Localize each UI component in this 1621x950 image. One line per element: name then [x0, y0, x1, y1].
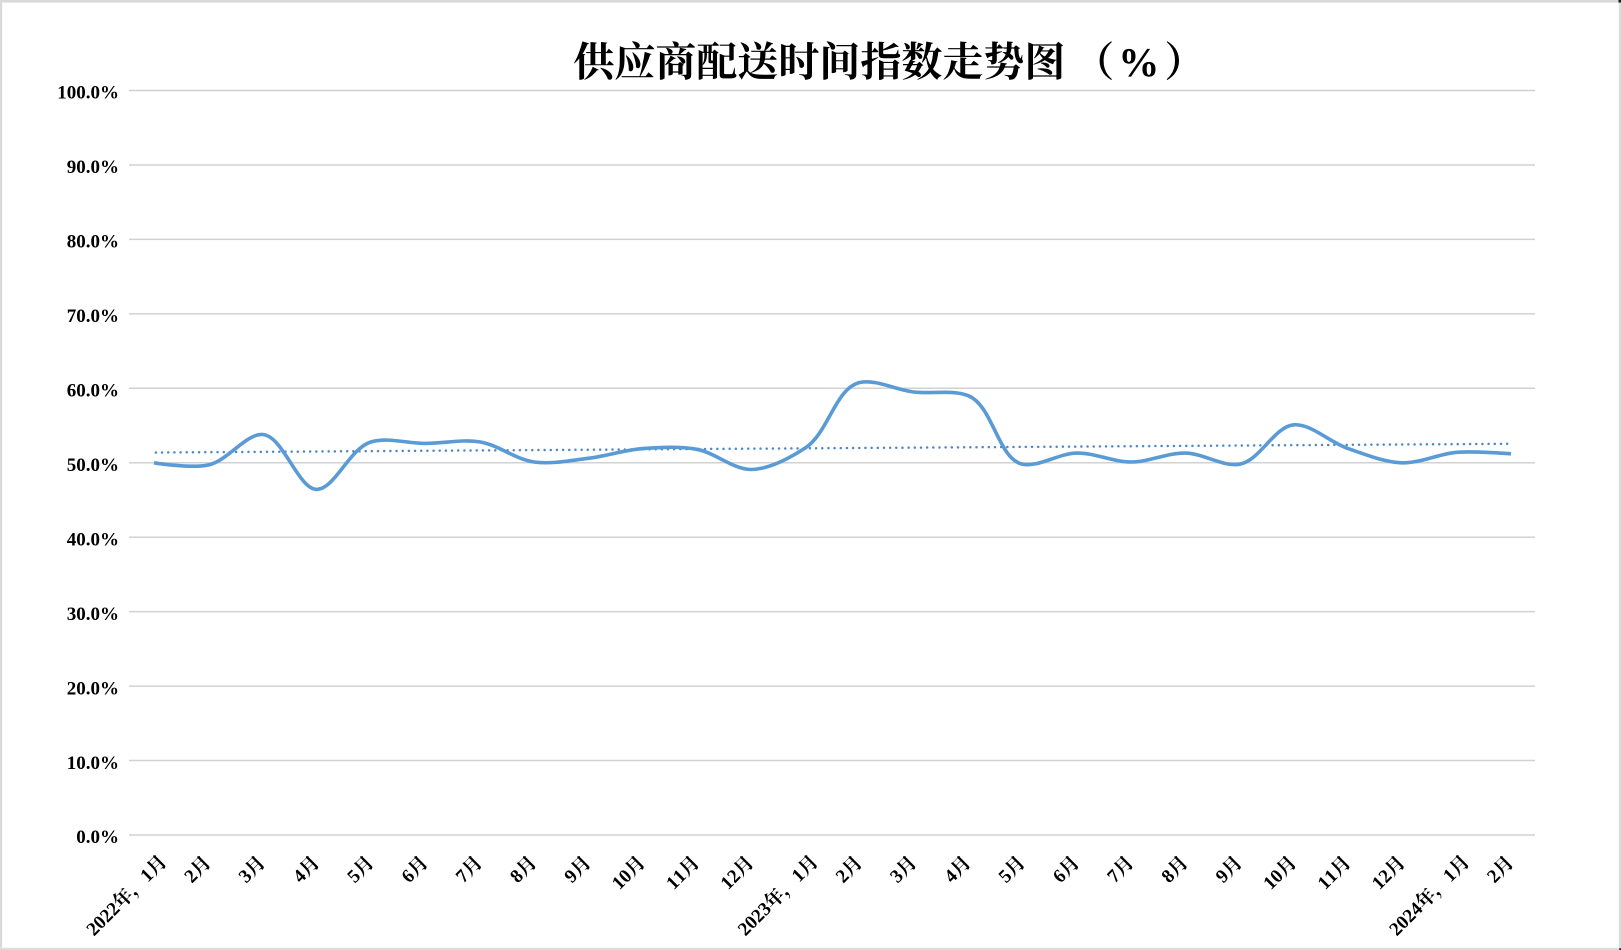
svg-text:80.0%: 80.0% — [67, 232, 119, 253]
svg-text:0.0%: 0.0% — [76, 827, 119, 848]
svg-text:50.0%: 50.0% — [67, 455, 119, 476]
svg-text:10.0%: 10.0% — [67, 753, 119, 774]
svg-text:30.0%: 30.0% — [67, 604, 119, 625]
svg-text:90.0%: 90.0% — [67, 157, 119, 178]
svg-text:60.0%: 60.0% — [67, 381, 119, 402]
svg-text:70.0%: 70.0% — [67, 306, 119, 327]
svg-text:20.0%: 20.0% — [67, 678, 119, 699]
svg-text:100.0%: 100.0% — [57, 83, 119, 104]
svg-text:40.0%: 40.0% — [67, 529, 119, 550]
